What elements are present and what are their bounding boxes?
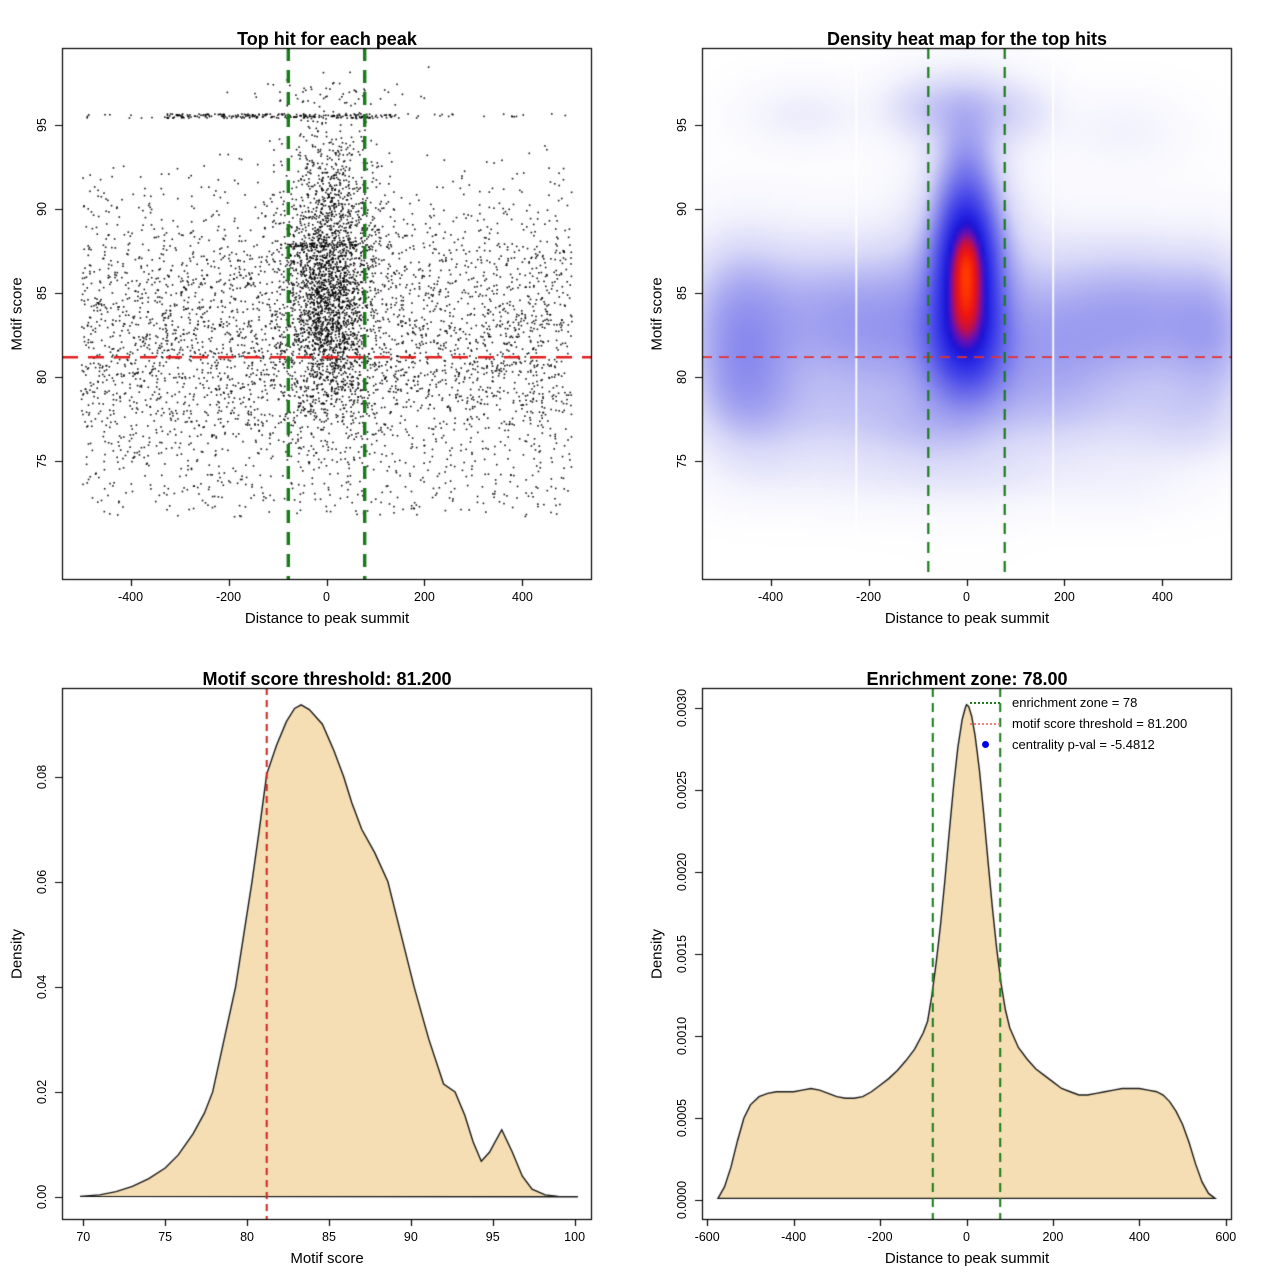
x-tick-label: 85	[322, 1230, 336, 1244]
legend-item-enrichment-zone: enrichment zone = 78	[968, 692, 1187, 713]
y-tick-label: 75	[675, 454, 689, 469]
motif-density-panel: Motif score threshold: 81.200 Motif scor…	[0, 640, 640, 1280]
panel-title: Top hit for each peak	[237, 28, 417, 49]
x-tick-label: 400	[1151, 590, 1173, 604]
scatter-plot-canvas	[0, 0, 640, 640]
y-tick-label: 80	[675, 370, 689, 385]
y-tick-label: 0.0015	[675, 934, 689, 974]
scatter-panel: Top hit for each peak Distance to peak s…	[0, 0, 640, 640]
distance-density-canvas	[640, 640, 1280, 1280]
y-tick-label: 80	[35, 370, 49, 385]
y-tick-label: 0.0030	[675, 688, 689, 728]
x-tick-label: 400	[1128, 1230, 1150, 1244]
x-tick-label: -200	[216, 590, 242, 604]
motif-density-canvas	[0, 640, 640, 1280]
y-tick-label: 75	[35, 454, 49, 469]
x-tick-label: 80	[240, 1230, 255, 1244]
y-axis-label: Motif score	[8, 277, 26, 351]
x-tick-label: 200	[1042, 1230, 1064, 1244]
legend-label: centrality p-val = -5.4812	[1012, 737, 1155, 752]
heatmap-panel: Density heat map for the top hits Distan…	[640, 0, 1280, 640]
x-tick-label: -200	[856, 590, 882, 604]
y-tick-label: 0.0005	[675, 1098, 689, 1138]
x-tick-label: -600	[694, 1230, 720, 1244]
x-tick-label: -400	[781, 1230, 807, 1244]
dotted-line-marker-green	[968, 701, 1002, 704]
legend-item-centrality-pval: centrality p-val = -5.4812	[968, 734, 1187, 755]
y-axis-label: Density	[8, 928, 26, 980]
y-tick-label: 0.0025	[675, 770, 689, 810]
x-tick-label: 95	[485, 1230, 500, 1244]
panel-title: Density heat map for the top hits	[826, 28, 1108, 49]
heatmap-plot-canvas	[640, 0, 1280, 640]
dotted-line-marker-red	[968, 722, 1002, 725]
legend-item-motif-threshold: motif score threshold = 81.200	[968, 713, 1187, 734]
y-tick-label: 0.0000	[675, 1180, 689, 1220]
y-tick-label: 0.02	[35, 1079, 49, 1105]
y-tick-label: 85	[675, 286, 689, 301]
x-tick-label: 90	[403, 1230, 418, 1244]
x-tick-label: 0	[963, 1230, 970, 1244]
y-axis-label: Density	[648, 928, 666, 980]
y-tick-label: 0.0010	[675, 1016, 689, 1056]
x-axis-label: Distance to peak summit	[884, 610, 1050, 627]
y-tick-label: 0.0020	[675, 852, 689, 892]
y-axis-label: Motif score	[648, 277, 666, 351]
x-tick-label: -200	[867, 1230, 893, 1244]
x-tick-label: 70	[76, 1230, 91, 1244]
y-tick-label: 0.04	[35, 974, 49, 1000]
dot-marker-blue	[968, 741, 1002, 748]
y-tick-label: 95	[35, 118, 49, 133]
y-tick-label: 90	[35, 202, 49, 217]
y-tick-label: 85	[35, 286, 49, 301]
x-tick-label: 200	[414, 590, 435, 604]
panel-title: Enrichment zone: 78.00	[866, 668, 1068, 689]
panel-title: Motif score threshold: 81.200	[202, 668, 452, 689]
y-tick-label: 95	[675, 118, 689, 133]
x-tick-label: -400	[758, 590, 784, 604]
y-tick-label: 0.08	[35, 764, 49, 789]
x-tick-label: 100	[564, 1230, 586, 1244]
x-axis-label: Distance to peak summit	[884, 1250, 1050, 1267]
x-axis-label: Distance to peak summit	[244, 610, 410, 627]
x-tick-label: 600	[1215, 1230, 1237, 1244]
x-tick-label: 0	[963, 590, 970, 604]
distance-density-panel: Enrichment zone: 78.00 Distance to peak …	[640, 640, 1280, 1280]
x-tick-label: 75	[158, 1230, 173, 1244]
legend-label: motif score threshold = 81.200	[1012, 716, 1188, 731]
legend-label: enrichment zone = 78	[1012, 695, 1138, 710]
x-tick-label: 400	[511, 590, 533, 604]
x-axis-label: Motif score	[290, 1250, 364, 1267]
y-tick-label: 0.06	[35, 869, 49, 894]
legend: enrichment zone = 78 motif score thresho…	[968, 692, 1187, 755]
x-tick-label: 0	[323, 590, 330, 604]
x-tick-label: 200	[1054, 590, 1075, 604]
x-tick-label: -400	[118, 590, 144, 604]
y-tick-label: 0.00	[35, 1184, 49, 1210]
y-tick-label: 90	[675, 202, 689, 217]
